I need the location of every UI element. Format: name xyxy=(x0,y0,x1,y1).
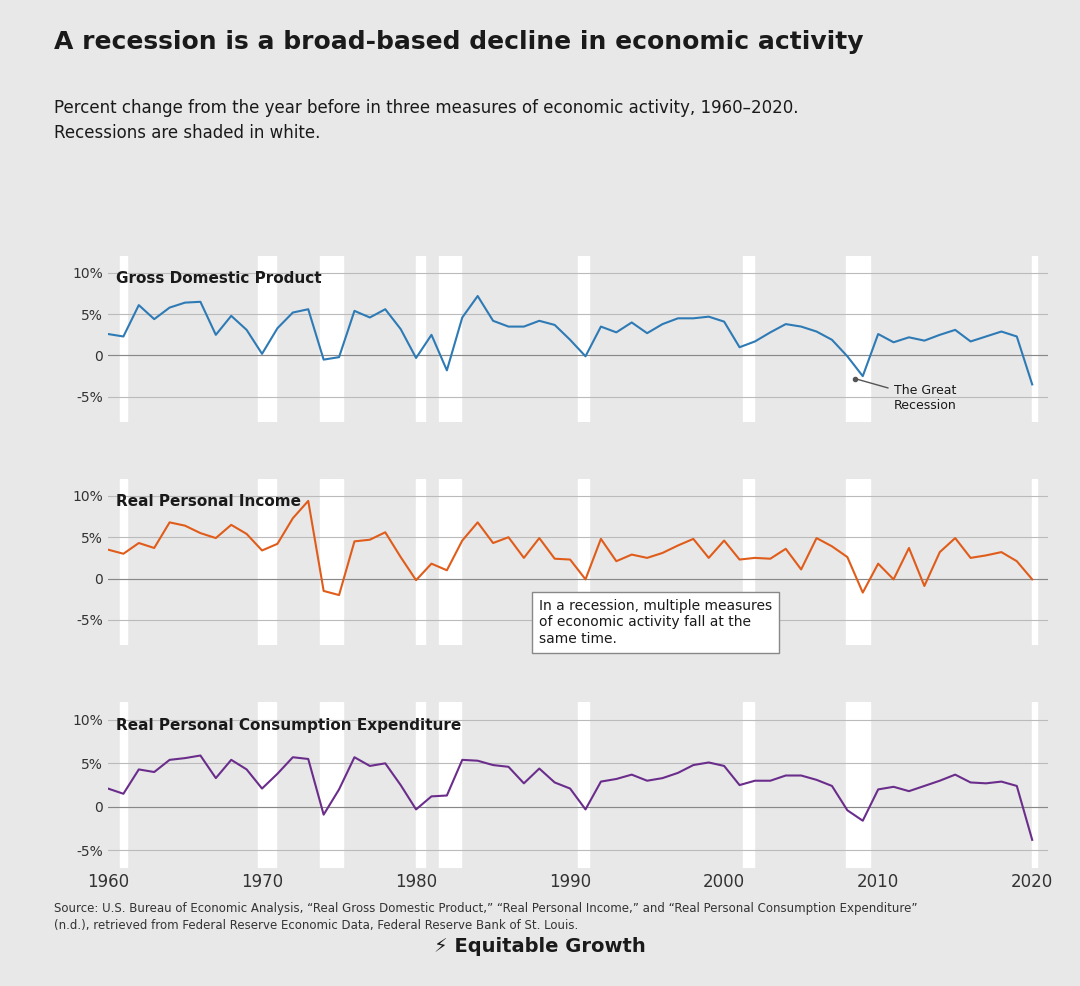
Bar xyxy=(320,256,343,422)
Text: In a recession, multiple measures
of economic activity fall at the
same time.: In a recession, multiple measures of eco… xyxy=(539,599,772,646)
Text: Real Personal Consumption Expenditure: Real Personal Consumption Expenditure xyxy=(116,718,461,734)
Bar xyxy=(120,702,127,868)
Bar xyxy=(440,702,461,868)
Bar xyxy=(416,702,426,868)
Bar xyxy=(578,479,590,645)
Text: Source: U.S. Bureau of Economic Analysis, “Real Gross Domestic Product,” “Real P: Source: U.S. Bureau of Economic Analysis… xyxy=(54,902,918,932)
Bar xyxy=(743,256,754,422)
Bar xyxy=(258,479,276,645)
Bar xyxy=(846,702,870,868)
Bar xyxy=(120,479,127,645)
Text: A recession is a broad-based decline in economic activity: A recession is a broad-based decline in … xyxy=(54,30,864,53)
Text: Gross Domestic Product: Gross Domestic Product xyxy=(116,271,322,286)
Bar xyxy=(846,256,870,422)
Bar xyxy=(578,702,590,868)
Bar xyxy=(120,256,127,422)
Bar xyxy=(743,702,754,868)
Text: The Great
Recession: The Great Recession xyxy=(858,380,956,412)
Text: Real Personal Income: Real Personal Income xyxy=(116,494,300,510)
Bar xyxy=(578,256,590,422)
Bar xyxy=(846,479,870,645)
Bar xyxy=(258,702,276,868)
Text: Percent change from the year before in three measures of economic activity, 1960: Percent change from the year before in t… xyxy=(54,99,798,142)
Bar xyxy=(320,702,343,868)
Text: ⚡ Equitable Growth: ⚡ Equitable Growth xyxy=(434,938,646,956)
Bar xyxy=(440,479,461,645)
Bar xyxy=(416,479,426,645)
Bar xyxy=(320,479,343,645)
Bar xyxy=(1032,256,1037,422)
Bar xyxy=(258,256,276,422)
Bar xyxy=(1032,479,1037,645)
Bar xyxy=(440,256,461,422)
Bar xyxy=(1032,702,1037,868)
Bar xyxy=(416,256,426,422)
Bar xyxy=(743,479,754,645)
